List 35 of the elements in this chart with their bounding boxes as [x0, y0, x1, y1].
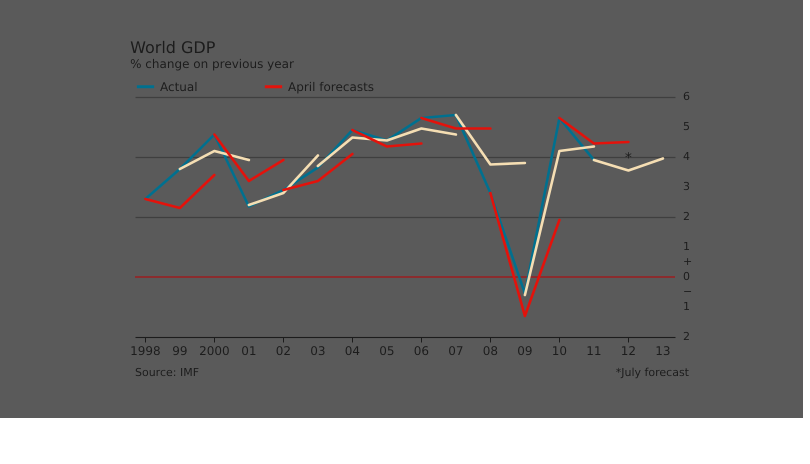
- source-note: Source: IMF: [135, 366, 200, 379]
- annotation: *: [624, 150, 632, 166]
- y-tick-label: −: [683, 285, 692, 298]
- x-tick-label: 99: [172, 344, 188, 358]
- x-tick-label: 01: [241, 344, 257, 358]
- y-tick-label: +: [683, 255, 692, 268]
- x-tick-label: 10: [552, 344, 568, 358]
- x-tick-label: 13: [655, 344, 671, 358]
- x-tick-label: 2000: [199, 344, 230, 358]
- y-tick-label: 6: [683, 90, 690, 103]
- x-tick-label: 06: [414, 344, 430, 358]
- y-tick-label: 2: [683, 210, 690, 223]
- x-tick-label: 08: [482, 344, 498, 358]
- x-tick-label: 03: [310, 344, 326, 358]
- x-tick-label: 09: [517, 344, 533, 358]
- x-tick-label: 04: [344, 344, 360, 358]
- y-tick-label: 5: [683, 120, 690, 133]
- x-tick-label: 1998: [130, 344, 161, 358]
- y-tick-label: 3: [683, 180, 690, 193]
- chart-title: World GDP: [130, 38, 216, 57]
- y-tick-label: 2: [683, 330, 690, 343]
- x-tick-label: 07: [448, 344, 464, 358]
- y-tick-label: 1: [683, 240, 690, 253]
- x-tick-label: 05: [379, 344, 395, 358]
- chart-subtitle: % change on previous year: [130, 57, 294, 71]
- line-series: [316, 127, 458, 168]
- legend-label: April forecasts: [288, 80, 374, 94]
- legend-label: Actual: [160, 80, 198, 94]
- y-tick-label: 4: [683, 150, 690, 163]
- y-tick-label: 1: [683, 300, 690, 313]
- x-tick-label: 02: [276, 344, 292, 358]
- x-tick-label: 11: [586, 344, 602, 358]
- y-tick-label: 0: [683, 270, 690, 283]
- text: *July forecast: [616, 366, 690, 379]
- x-tick-label: 12: [620, 344, 636, 358]
